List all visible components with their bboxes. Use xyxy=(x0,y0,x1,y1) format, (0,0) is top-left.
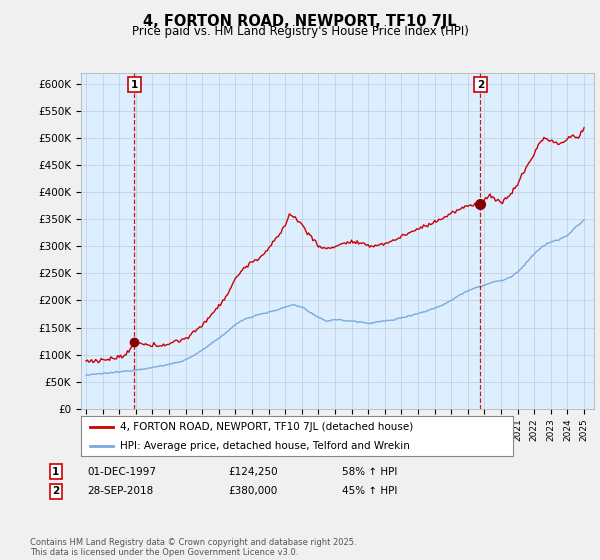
Text: 28-SEP-2018: 28-SEP-2018 xyxy=(87,486,153,496)
Text: 01-DEC-1997: 01-DEC-1997 xyxy=(87,466,156,477)
Text: 2: 2 xyxy=(52,486,59,496)
Text: Contains HM Land Registry data © Crown copyright and database right 2025.
This d: Contains HM Land Registry data © Crown c… xyxy=(30,538,356,557)
Text: 1: 1 xyxy=(52,466,59,477)
Text: 45% ↑ HPI: 45% ↑ HPI xyxy=(342,486,397,496)
Text: 1: 1 xyxy=(131,80,138,90)
Text: Price paid vs. HM Land Registry's House Price Index (HPI): Price paid vs. HM Land Registry's House … xyxy=(131,25,469,38)
Text: 4, FORTON ROAD, NEWPORT, TF10 7JL: 4, FORTON ROAD, NEWPORT, TF10 7JL xyxy=(143,14,457,29)
Text: 58% ↑ HPI: 58% ↑ HPI xyxy=(342,466,397,477)
Text: £380,000: £380,000 xyxy=(228,486,277,496)
Text: £124,250: £124,250 xyxy=(228,466,278,477)
Text: HPI: Average price, detached house, Telford and Wrekin: HPI: Average price, detached house, Telf… xyxy=(120,441,410,450)
Text: 4, FORTON ROAD, NEWPORT, TF10 7JL (detached house): 4, FORTON ROAD, NEWPORT, TF10 7JL (detac… xyxy=(120,422,413,432)
Text: 2: 2 xyxy=(476,80,484,90)
